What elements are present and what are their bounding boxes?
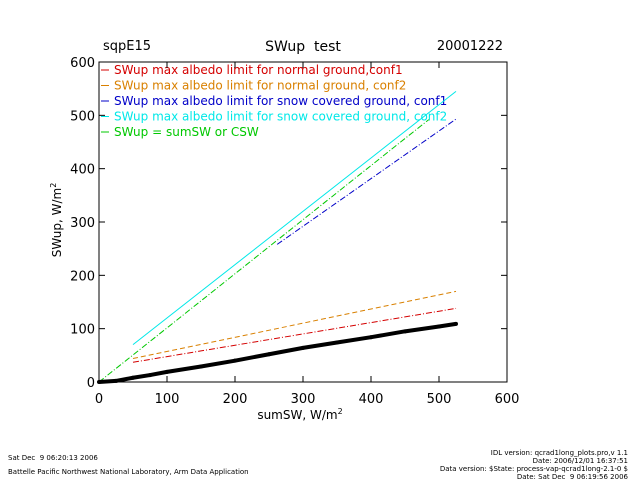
y-tick-label: 400 [70, 163, 95, 178]
x-tick-label: 500 [427, 392, 452, 407]
y-tick-label: 300 [70, 216, 95, 231]
y-tick-label: 600 [70, 56, 95, 71]
legend-label-4: SWup max albedo limit for snow covered g… [114, 110, 447, 124]
y-axis-label: SWup, W/m2 [49, 183, 64, 258]
x-axis-label: sumSW, W/m2 [257, 407, 342, 422]
legend-label-1: SWup max albedo limit for normal ground,… [114, 63, 403, 77]
x-tick-label: 300 [291, 392, 316, 407]
x-tick-label: 200 [223, 392, 248, 407]
y-tick-label: 100 [70, 323, 95, 338]
footer-data-version: Data version: $State: process-vap-qcrad1… [439, 465, 628, 473]
series-line-5 [98, 119, 430, 383]
legend: SWup max albedo limit for normal ground,… [101, 63, 447, 139]
chart-title: SWup test [265, 39, 341, 55]
series-line-2 [132, 290, 457, 360]
observed-data [97, 321, 458, 384]
observed-point [369, 335, 373, 340]
observed-point [437, 324, 441, 329]
observed-point [403, 329, 407, 334]
x-tick-label: 400 [359, 392, 384, 407]
footer-data-date: Date: Sat Dec 9 06:19:56 2006 [516, 473, 628, 481]
observed-point [199, 364, 203, 369]
x-tick-label: 0 [95, 392, 103, 407]
series-line-4 [132, 90, 457, 346]
x-tick-label: 100 [155, 392, 180, 407]
legend-label-5: SWup = sumSW or CSW [114, 125, 259, 139]
y-tick-label: 500 [70, 109, 95, 124]
footer-lab: Battelle Pacific Northwest National Labo… [8, 468, 249, 476]
observed-point [335, 340, 339, 345]
x-tick-label: 600 [495, 392, 520, 407]
observed-point [148, 373, 152, 378]
observed-point [301, 345, 305, 350]
date-label: 20001222 [437, 39, 503, 54]
axes [98, 61, 508, 383]
series-layer [98, 90, 457, 383]
y-tick-label: 200 [70, 269, 95, 284]
footer-idl-date: Date: 2006/12/01 16:37:51 [532, 457, 628, 465]
legend-label-3: SWup max albedo limit for snow covered g… [114, 94, 447, 108]
legend-label-2: SWup max albedo limit for normal ground,… [114, 79, 406, 93]
site-label: sqpE15 [103, 39, 151, 54]
observed-point [165, 369, 169, 374]
observed-point [267, 352, 271, 357]
observed-point [454, 321, 458, 326]
observed-line [98, 321, 457, 384]
observed-point [233, 358, 237, 363]
series-line-1 [132, 307, 457, 363]
tick-labels: 0 100 200 300 400 500 600 0 100 200 300 400 500 600 [70, 56, 519, 407]
series-line-3 [276, 118, 457, 245]
footer-run-date: Sat Dec 9 06:20:13 2006 [8, 454, 98, 462]
observed-point [131, 375, 135, 380]
y-tick-label: 0 [87, 376, 95, 391]
footer-idl-version: IDL version: qcrad1long_plots.pro,v 1.1 [490, 449, 628, 457]
